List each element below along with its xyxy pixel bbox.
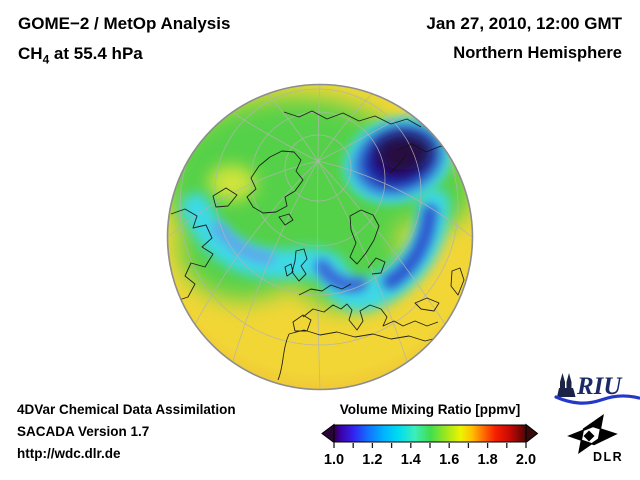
colorbar-title: Volume Mixing Ratio [ppmv]: [339, 402, 521, 417]
region-label: Northern Hemisphere: [453, 44, 622, 62]
dlr-logo: [567, 414, 618, 454]
dlr-emblem-icon: [567, 414, 618, 454]
colorbar-tick-label: 2.0: [515, 452, 537, 468]
vortex-core: [376, 134, 432, 170]
colorbar: [321, 423, 539, 448]
colorbar-tick-label: 1.8: [477, 452, 498, 468]
globe-map: [166, 83, 474, 391]
riu-logo: [554, 373, 640, 405]
riu-wave-icon: [554, 394, 640, 405]
dlr-logo-text: DLR: [593, 450, 624, 464]
colorbar-tick-marks: [333, 443, 527, 448]
pressure-level: at 55.4 hPa: [49, 44, 143, 63]
footer-version: SACADA Version 1.7: [17, 424, 150, 439]
species-subscript: 4: [42, 52, 50, 67]
riu-logo-text: RIU: [577, 373, 622, 400]
colorbar-tick-label: 1.0: [323, 452, 345, 468]
colorbar-overflow-arrow: [525, 423, 539, 444]
colorbar-gradient-bar: [333, 424, 527, 443]
species-symbol: CH: [18, 44, 43, 63]
blue-band-cores: [211, 204, 438, 293]
colorbar-underflow-arrow: [321, 423, 335, 444]
globe-rim: [166, 83, 474, 391]
datetime-label: Jan 27, 2010, 12:00 GMT: [426, 14, 622, 33]
colorbar-tick-label: 1.2: [362, 452, 383, 468]
colorbar-tick-label: 1.6: [439, 452, 460, 468]
riu-cathedral-icon: [557, 373, 576, 397]
title-species-level: CH4 at 55.4 hPa: [18, 45, 143, 66]
footer-url: http://wdc.dlr.de: [17, 446, 121, 461]
dlr-emblem-center: [583, 430, 595, 442]
title-instrument: GOME−2 / MetOp Analysis: [18, 14, 231, 33]
graticule: [167, 84, 473, 390]
footer-method: 4DVar Chemical Data Assimilation: [17, 402, 236, 417]
colorbar-tick-label: 1.4: [400, 452, 421, 468]
